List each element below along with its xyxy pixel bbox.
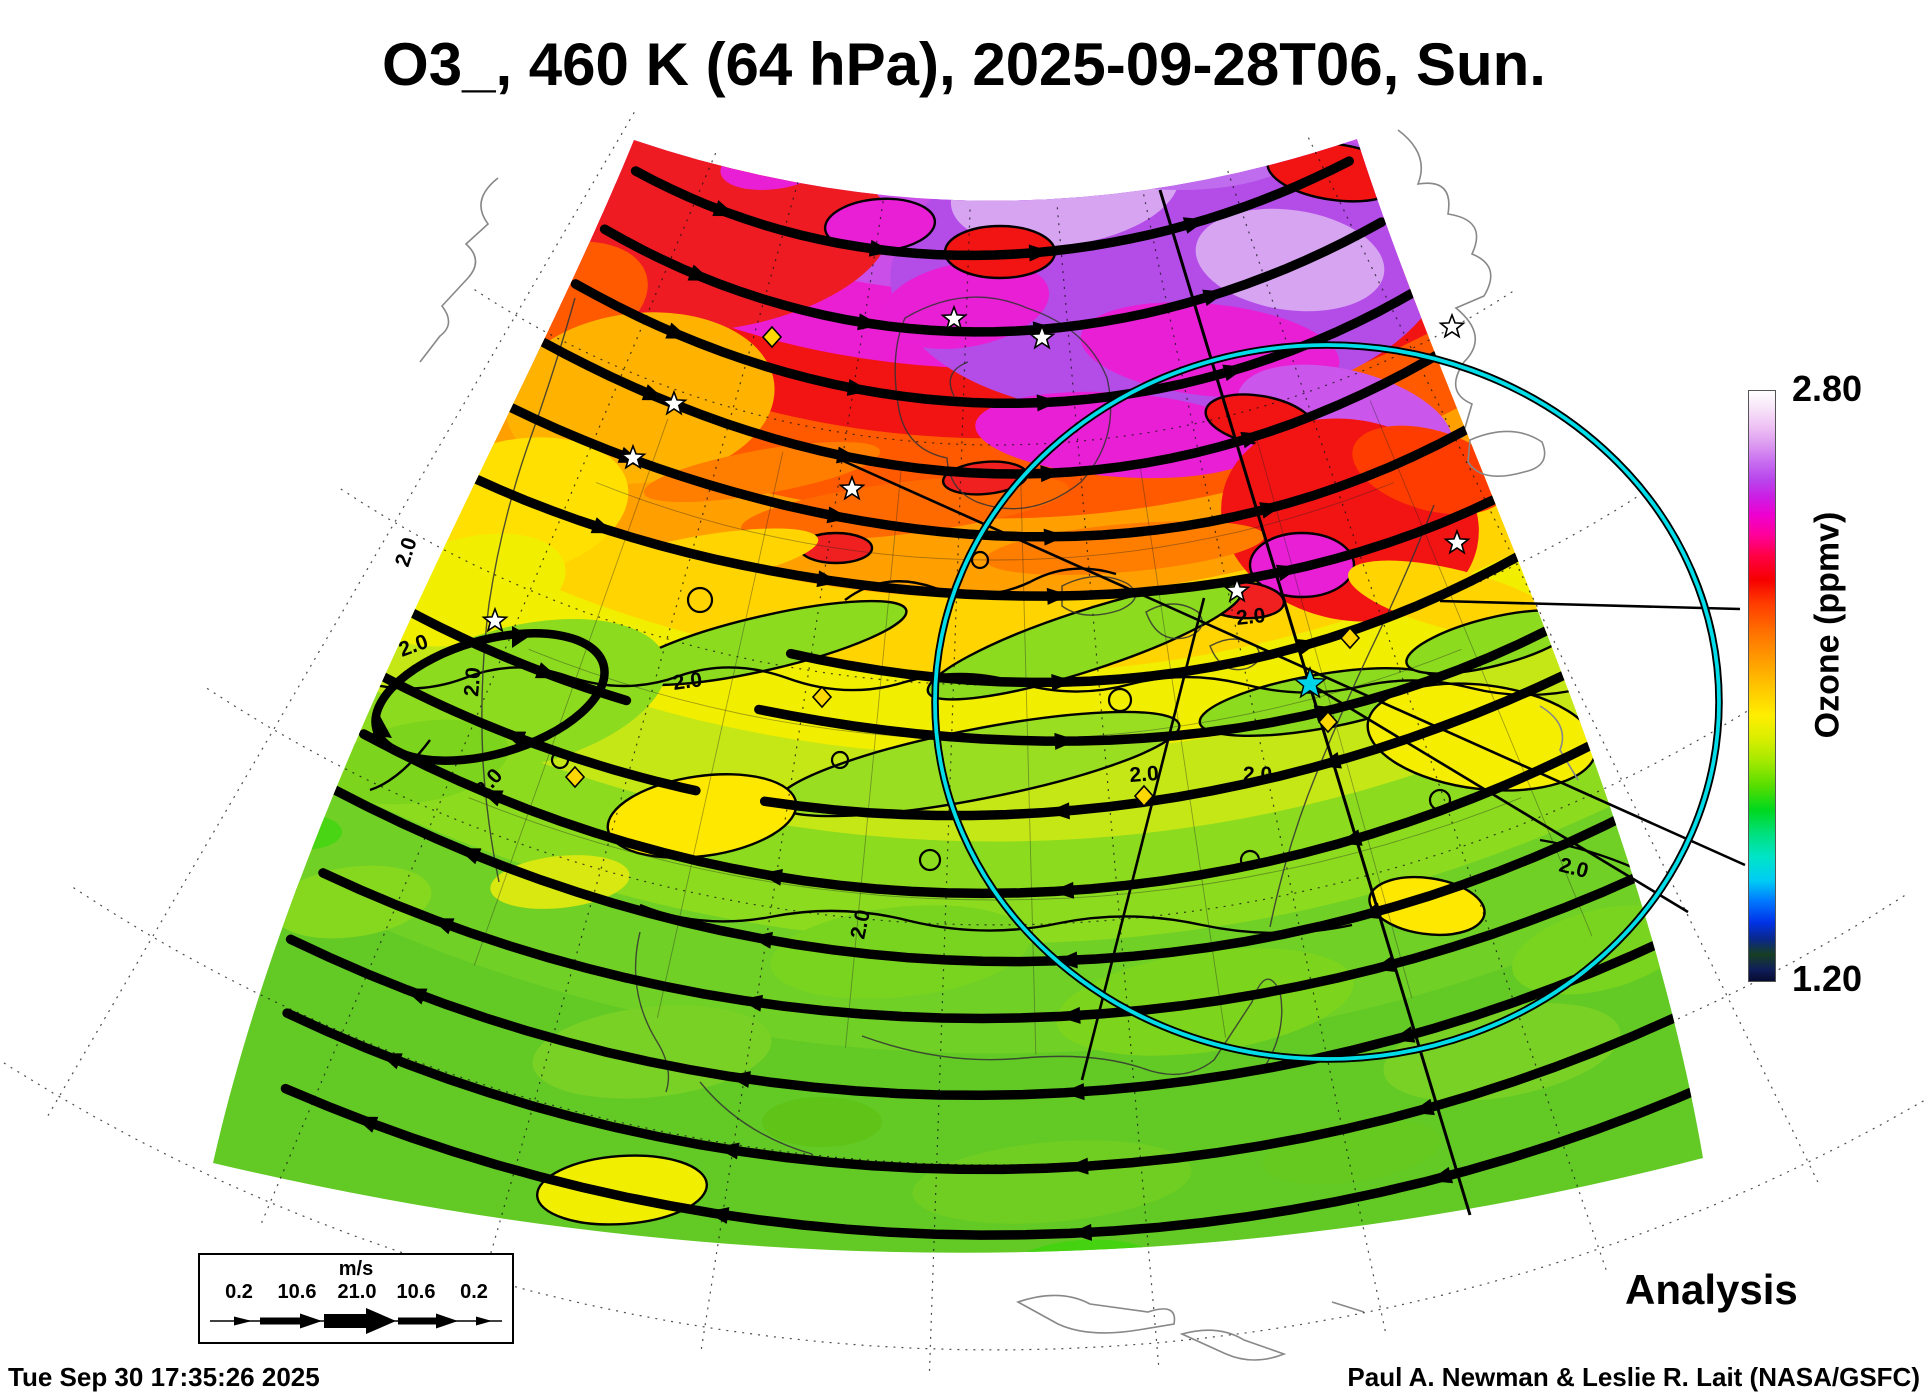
contour-labels: 2.0 2.0 2.0 2.0 2.0 2.0 2.0 2.0 2.0 2.0 bbox=[391, 535, 1591, 941]
contour-label: 2.0 bbox=[460, 666, 485, 697]
credit-text: Paul A. Newman & Leslie R. Lait (NASA/GS… bbox=[1347, 1362, 1920, 1392]
generation-timestamp: Tue Sep 30 17:35:26 2025 bbox=[8, 1362, 320, 1392]
contour-label: 2.0 bbox=[1243, 763, 1272, 786]
contour-label: 2.0 bbox=[671, 668, 703, 695]
colorbar-gradient bbox=[1748, 390, 1776, 982]
wind-legend-tick: 0.2 bbox=[460, 1281, 488, 1303]
wind-legend-tick: 0.2 bbox=[225, 1281, 253, 1303]
coastline-icon bbox=[481, 296, 1435, 1155]
contour-label: 2.0 bbox=[1235, 604, 1266, 630]
wind-legend-tick: 21.0 bbox=[337, 1281, 377, 1303]
wind-legend-tick: 10.6 bbox=[277, 1281, 317, 1303]
colorbar-min-label: 1.20 bbox=[1792, 958, 1863, 999]
colorbar-max-label: 2.80 bbox=[1792, 368, 1863, 409]
wind-arrow-scale-icon bbox=[210, 1308, 502, 1334]
colorbar-axis-label: Ozone (ppmv) bbox=[1808, 511, 1847, 739]
contour-label: 2.0 bbox=[391, 535, 422, 570]
plot-title: O3_, 460 K (64 hPa), 2025-09-28T06, Sun. bbox=[382, 31, 1546, 98]
analysis-badge: Analysis bbox=[1625, 1266, 1798, 1313]
wind-legend-tick: 10.6 bbox=[396, 1281, 436, 1303]
contour-label: 2.0 bbox=[1129, 762, 1160, 787]
wind-speed-legend: m/s 0.2 10.6 21.0 10.6 0.2 bbox=[198, 1253, 514, 1344]
wind-streamlines bbox=[280, 156, 1703, 1241]
coastline-outside-icon bbox=[419, 129, 1579, 1361]
wind-legend-units: m/s bbox=[338, 1258, 374, 1280]
observation-circle bbox=[931, 341, 1723, 1063]
station-markers bbox=[481, 304, 1471, 808]
